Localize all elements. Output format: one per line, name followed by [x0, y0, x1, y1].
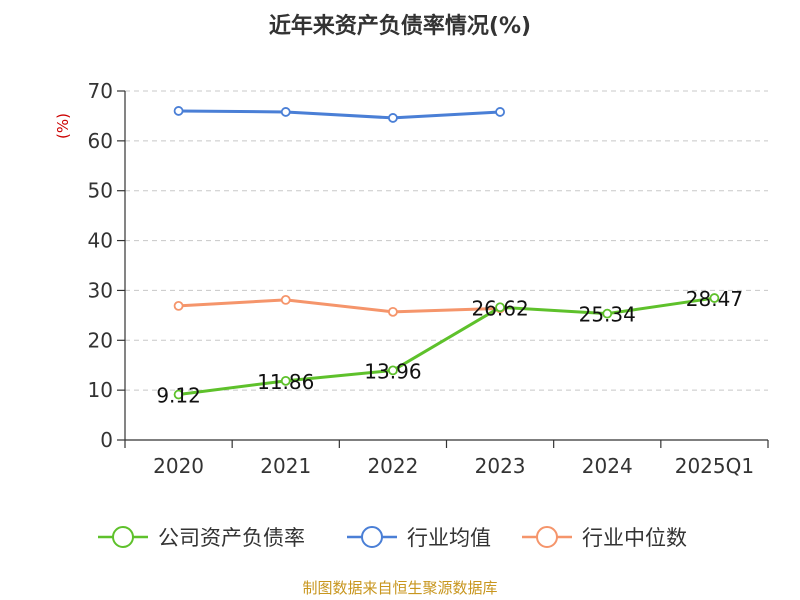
legend-marker: [536, 526, 558, 548]
source-note: 制图数据来自恒生聚源数据库: [302, 579, 497, 597]
data-label: 25.34: [579, 303, 636, 327]
data-point: [173, 106, 184, 116]
y-tick-label: 60: [88, 129, 113, 153]
data-label: 11.86: [257, 370, 314, 394]
data-label: 9.12: [156, 384, 201, 408]
x-tick-label: 2024: [582, 454, 633, 478]
data-point: [495, 107, 505, 117]
data-label: 28.47: [686, 287, 743, 311]
x-tick-label: 2020: [153, 454, 204, 478]
legend-marker: [361, 526, 383, 548]
legend: 公司资产负债率 行业均值 行业中位数: [98, 526, 687, 550]
x-tick-label: 2025Q1: [675, 454, 754, 478]
data-point: [388, 306, 398, 317]
y-tick-label: 30: [88, 278, 113, 302]
data-label: 13.96: [364, 359, 421, 383]
data-labels: 9.12 11.86 13.96 26.62 25.34 28.47: [156, 287, 743, 407]
data-point: [495, 302, 505, 313]
legend-label: 行业均值: [407, 526, 491, 550]
data-point: [280, 375, 291, 386]
x-tick-label: 2023: [475, 454, 526, 478]
y-tick-label: 10: [88, 378, 113, 402]
data-point: [173, 300, 184, 311]
y-tick-label: 0: [100, 428, 113, 452]
y-tick-label: 70: [88, 79, 113, 103]
series-line: [178, 296, 715, 397]
data-point: [388, 365, 398, 376]
data-point: [709, 293, 720, 303]
series-line: [178, 109, 501, 120]
y-tick-label: 40: [88, 229, 113, 253]
x-tick-label: 2022: [367, 454, 418, 478]
legend-label: 公司资产负债率: [158, 526, 305, 550]
legend-label: 行业中位数: [582, 526, 687, 550]
grid-lines: [125, 90, 768, 391]
series-group: [173, 106, 720, 400]
legend-marker: [112, 526, 134, 548]
y-axis-unit: (%): [54, 113, 72, 139]
data-point: [280, 107, 291, 117]
data-point: [602, 308, 613, 319]
data-point: [173, 389, 184, 400]
y-tick-label: 20: [88, 328, 113, 352]
series-line: [178, 298, 501, 314]
x-tick-label: 2021: [260, 454, 311, 478]
y-tick-label: 50: [88, 179, 113, 203]
data-point: [280, 295, 291, 305]
axes: 0 10 20 30 40 50 60 70 2020 2021 2022 2023 2024 2025Q…: [88, 79, 769, 478]
chart-title: 近年来资产负债率情况(%): [269, 13, 531, 39]
data-label: 26.62: [471, 296, 528, 320]
data-point: [388, 113, 398, 123]
